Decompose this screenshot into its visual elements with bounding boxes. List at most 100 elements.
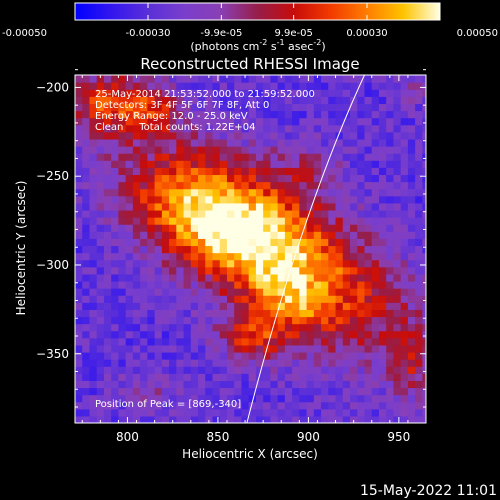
heatmap-cell bbox=[89, 401, 98, 410]
heatmap-cell bbox=[422, 174, 426, 183]
heatmap-cell bbox=[263, 337, 271, 346]
heatmap-cell bbox=[328, 217, 337, 225]
heatmap-cell bbox=[234, 103, 243, 112]
heatmap-cell bbox=[190, 96, 199, 105]
heatmap-cell bbox=[364, 138, 373, 147]
heatmap-cell bbox=[190, 224, 199, 232]
heatmap-cell bbox=[82, 266, 91, 275]
heatmap-cell bbox=[212, 266, 221, 275]
heatmap-cell bbox=[270, 351, 279, 360]
heatmap-cell bbox=[154, 309, 163, 318]
heatmap-cell bbox=[342, 202, 351, 211]
heatmap-cell bbox=[328, 160, 337, 168]
heatmap-cell bbox=[364, 231, 373, 239]
heatmap-cell bbox=[125, 408, 134, 417]
heatmap-cell bbox=[371, 280, 380, 289]
heatmap-cell bbox=[335, 188, 344, 197]
heatmap-cell bbox=[118, 344, 127, 353]
heatmap-cell bbox=[407, 160, 416, 168]
heatmap-cell bbox=[198, 415, 206, 423]
heatmap-cell bbox=[183, 295, 192, 303]
heatmap-cell bbox=[306, 280, 315, 289]
heatmap-cell bbox=[371, 387, 380, 396]
heatmap-cell bbox=[154, 401, 163, 410]
heatmap-cell bbox=[284, 316, 293, 325]
heatmap-cell bbox=[219, 288, 228, 296]
heatmap-cell bbox=[313, 323, 322, 332]
heatmap-cell bbox=[415, 373, 423, 381]
heatmap-cell bbox=[234, 252, 243, 261]
heatmap-cell bbox=[118, 302, 127, 310]
heatmap-cell bbox=[277, 351, 286, 360]
heatmap-cell bbox=[400, 217, 409, 225]
heatmap-cell bbox=[82, 288, 91, 296]
heatmap-cell bbox=[357, 401, 366, 410]
heatmap-cell bbox=[400, 337, 409, 346]
heatmap-cell bbox=[270, 280, 279, 289]
heatmap-cell bbox=[140, 124, 148, 133]
heatmap-cell bbox=[335, 259, 344, 268]
heatmap-cell bbox=[89, 238, 98, 247]
heatmap-cell bbox=[263, 160, 271, 168]
heatmap-cell bbox=[335, 167, 344, 176]
heatmap-cell bbox=[96, 124, 105, 133]
heatmap-cell bbox=[140, 316, 148, 325]
heatmap-cell bbox=[292, 89, 300, 97]
heatmap-cell bbox=[350, 323, 358, 332]
heatmap-cell bbox=[89, 195, 98, 204]
heatmap-cell bbox=[96, 394, 105, 403]
heatmap-cell bbox=[328, 181, 337, 190]
heatmap-cell bbox=[169, 231, 177, 239]
heatmap-cell bbox=[299, 380, 308, 389]
heatmap-cell bbox=[234, 89, 243, 97]
heatmap-cell bbox=[176, 245, 185, 254]
heatmap-cell bbox=[226, 117, 235, 126]
heatmap-cell bbox=[89, 288, 98, 296]
heatmap-cell bbox=[183, 174, 192, 183]
heatmap-cell bbox=[277, 131, 286, 140]
heatmap-cell bbox=[335, 138, 344, 147]
heatmap-cell bbox=[234, 359, 243, 367]
heatmap-cell bbox=[125, 344, 134, 353]
heatmap-cell bbox=[313, 103, 322, 112]
heatmap-cell bbox=[147, 302, 156, 310]
heatmap-cell bbox=[422, 330, 426, 339]
heatmap-cell bbox=[321, 273, 329, 282]
heatmap-cell bbox=[284, 110, 293, 119]
heatmap-cell bbox=[219, 245, 228, 254]
heatmap-cell bbox=[183, 351, 192, 360]
heatmap-cell bbox=[335, 394, 344, 403]
heatmap-cell bbox=[132, 131, 141, 140]
heatmap-cell bbox=[299, 188, 308, 197]
heatmap-cell bbox=[422, 273, 426, 282]
heatmap-cell bbox=[335, 373, 344, 381]
heatmap-cell bbox=[198, 288, 206, 296]
heatmap-cell bbox=[125, 288, 134, 296]
heatmap-cell bbox=[357, 323, 366, 332]
heatmap-cell bbox=[190, 359, 199, 367]
heatmap-cell bbox=[328, 415, 337, 423]
heatmap-cell bbox=[371, 103, 380, 112]
heatmap-cell bbox=[169, 209, 177, 218]
heatmap-cell bbox=[226, 323, 235, 332]
heatmap-cell bbox=[263, 131, 271, 140]
heatmap-cell bbox=[248, 96, 257, 105]
heatmap-cell bbox=[350, 316, 358, 325]
heatmap-cell bbox=[103, 259, 112, 268]
heatmap-cell bbox=[205, 316, 214, 325]
colorbar-tick-label: 0.00030 bbox=[346, 28, 387, 39]
heatmap-cell bbox=[125, 387, 134, 396]
heatmap-cell bbox=[415, 344, 423, 353]
heatmap-cell bbox=[328, 337, 337, 346]
heatmap-cell bbox=[226, 394, 235, 403]
heatmap-cell bbox=[132, 273, 141, 282]
heatmap-cell bbox=[89, 174, 98, 183]
heatmap-cell bbox=[248, 103, 257, 112]
heatmap-cell bbox=[234, 153, 243, 161]
heatmap-cell bbox=[226, 224, 235, 232]
heatmap-cell bbox=[400, 131, 409, 140]
heatmap-cell bbox=[111, 124, 120, 133]
heatmap-cell bbox=[82, 160, 91, 168]
heatmap-cell bbox=[378, 117, 387, 126]
heatmap-cell bbox=[103, 224, 112, 232]
